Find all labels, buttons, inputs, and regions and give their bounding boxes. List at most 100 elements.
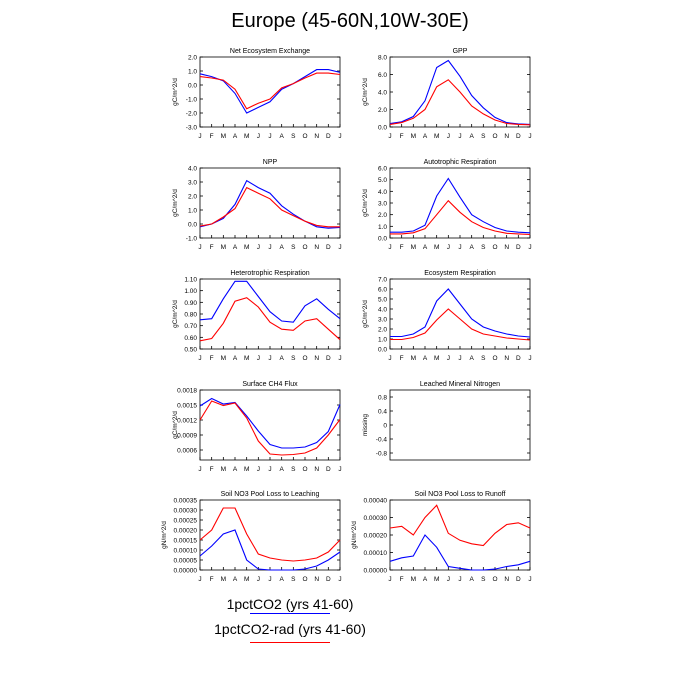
series-line-1: [389, 534, 531, 571]
y-tick-label: 0.0: [188, 222, 197, 229]
x-tick-label: J: [198, 133, 201, 140]
x-tick-label: M: [221, 355, 226, 362]
x-tick-label: A: [469, 355, 474, 362]
y-axis-label: gC/m^2/d: [172, 78, 179, 106]
x-tick-label: J: [458, 244, 461, 251]
panel-title: GPP: [453, 48, 468, 55]
y-tick-label: 0.00015: [174, 538, 198, 545]
y-tick-label: 1.0: [188, 69, 197, 76]
x-tick-label: J: [257, 355, 260, 362]
x-tick-label: J: [338, 244, 341, 251]
y-tick-label: 6.0: [378, 287, 387, 294]
y-axis-label: gC/m^2/d: [362, 300, 369, 328]
y-tick-label: -0.8: [376, 451, 388, 458]
x-tick-label: J: [338, 576, 341, 583]
x-tick-label: A: [233, 244, 238, 251]
x-tick-label: A: [469, 576, 474, 583]
x-tick-label: J: [458, 576, 461, 583]
series-line-2: [199, 400, 341, 456]
y-tick-label: 3.0: [188, 180, 197, 187]
y-tick-label: 4.0: [378, 307, 387, 314]
series-line-1: [389, 59, 531, 125]
y-tick-label: 2.0: [378, 212, 387, 219]
y-tick-label: 0.00035: [174, 498, 198, 505]
x-tick-label: O: [492, 576, 497, 583]
x-tick-label: A: [279, 466, 284, 473]
x-tick-label: F: [210, 466, 214, 473]
y-tick-label: 1.00: [184, 288, 197, 295]
y-tick-label: 0.00040: [364, 498, 388, 505]
y-tick-label: -3.0: [186, 125, 198, 132]
x-tick-label: A: [423, 576, 428, 583]
y-tick-label: 0: [383, 423, 387, 430]
y-tick-label: 3.0: [378, 201, 387, 208]
series-line-2: [389, 79, 531, 126]
x-tick-label: A: [279, 244, 284, 251]
x-tick-label: M: [244, 576, 249, 583]
x-tick-label: M: [434, 576, 439, 583]
y-tick-label: 0.00030: [364, 515, 388, 522]
figure-title: Europe (45-60N,10W-30E): [231, 10, 469, 32]
panel-9: Soil NO3 Pool Loss to Leaching 0.00035 0.0…: [161, 491, 342, 583]
panel-5: Heterotrophic Respiration 1.10 1.00 0.90 0.8…: [172, 270, 342, 362]
x-tick-label: F: [210, 576, 214, 583]
x-tick-label: M: [434, 355, 439, 362]
y-tick-label: 2.0: [378, 107, 387, 114]
panel-title: Net Ecosystem Exchange: [230, 48, 310, 55]
x-tick-label: O: [302, 244, 307, 251]
series-line-1: [199, 69, 341, 114]
x-tick-label: D: [326, 355, 331, 362]
x-tick-label: J: [447, 133, 450, 140]
x-tick-label: F: [400, 355, 404, 362]
series-line-2: [389, 504, 531, 547]
x-tick-label: J: [528, 355, 531, 362]
panel-title: Soil NO3 Pool Loss to Leaching: [221, 491, 320, 498]
x-tick-label: N: [314, 133, 319, 140]
x-tick-label: J: [198, 244, 201, 251]
y-tick-label: 0.80: [184, 312, 197, 319]
x-tick-label: F: [400, 244, 404, 251]
y-tick-label: 0.0: [188, 83, 197, 90]
series-line-1: [390, 288, 531, 338]
panel-title: Leached Mineral Nitrogen: [420, 381, 500, 388]
x-tick-label: J: [268, 355, 271, 362]
y-tick-label: 4.0: [188, 166, 197, 173]
x-tick-label: J: [388, 133, 391, 140]
x-tick-label: N: [504, 576, 509, 583]
x-tick-label: J: [458, 355, 461, 362]
y-tick-label: 0.0012: [177, 418, 197, 425]
x-tick-label: M: [434, 244, 439, 251]
x-tick-label: M: [411, 576, 416, 583]
y-tick-label: -1.0: [186, 97, 198, 104]
y-tick-label: 0.0: [378, 125, 387, 132]
x-tick-label: J: [257, 244, 260, 251]
x-tick-label: J: [257, 133, 260, 140]
y-axis-label: gN/m^2/d: [351, 521, 358, 549]
x-tick-label: M: [221, 576, 226, 583]
y-tick-label: 2.0: [188, 55, 197, 62]
x-tick-label: N: [314, 466, 319, 473]
x-tick-label: M: [244, 244, 249, 251]
y-tick-label: 0.00000: [174, 568, 198, 575]
x-tick-label: O: [302, 466, 307, 473]
y-tick-label: 4.0: [378, 189, 387, 196]
x-tick-label: J: [338, 466, 341, 473]
x-tick-label: M: [221, 466, 226, 473]
x-tick-label: S: [291, 466, 296, 473]
x-tick-label: S: [291, 355, 296, 362]
x-tick-label: M: [221, 133, 226, 140]
panel-8: Leached Mineral Nitrogen 0.8 0.4 0 -0.4 -0.8 m…: [362, 381, 531, 461]
panel-frame: [389, 389, 531, 461]
x-tick-label: F: [210, 133, 214, 140]
y-tick-label: 0.00000: [364, 568, 388, 575]
x-tick-label: A: [469, 244, 474, 251]
x-tick-label: A: [279, 576, 284, 583]
series-line-1: [199, 179, 341, 229]
series-line-1: [199, 397, 341, 449]
y-tick-label: 2.0: [188, 194, 197, 201]
series-line-2: [390, 308, 531, 341]
x-tick-label: J: [388, 244, 391, 251]
y-tick-label: 0.00020: [174, 528, 198, 535]
x-tick-label: J: [388, 355, 391, 362]
